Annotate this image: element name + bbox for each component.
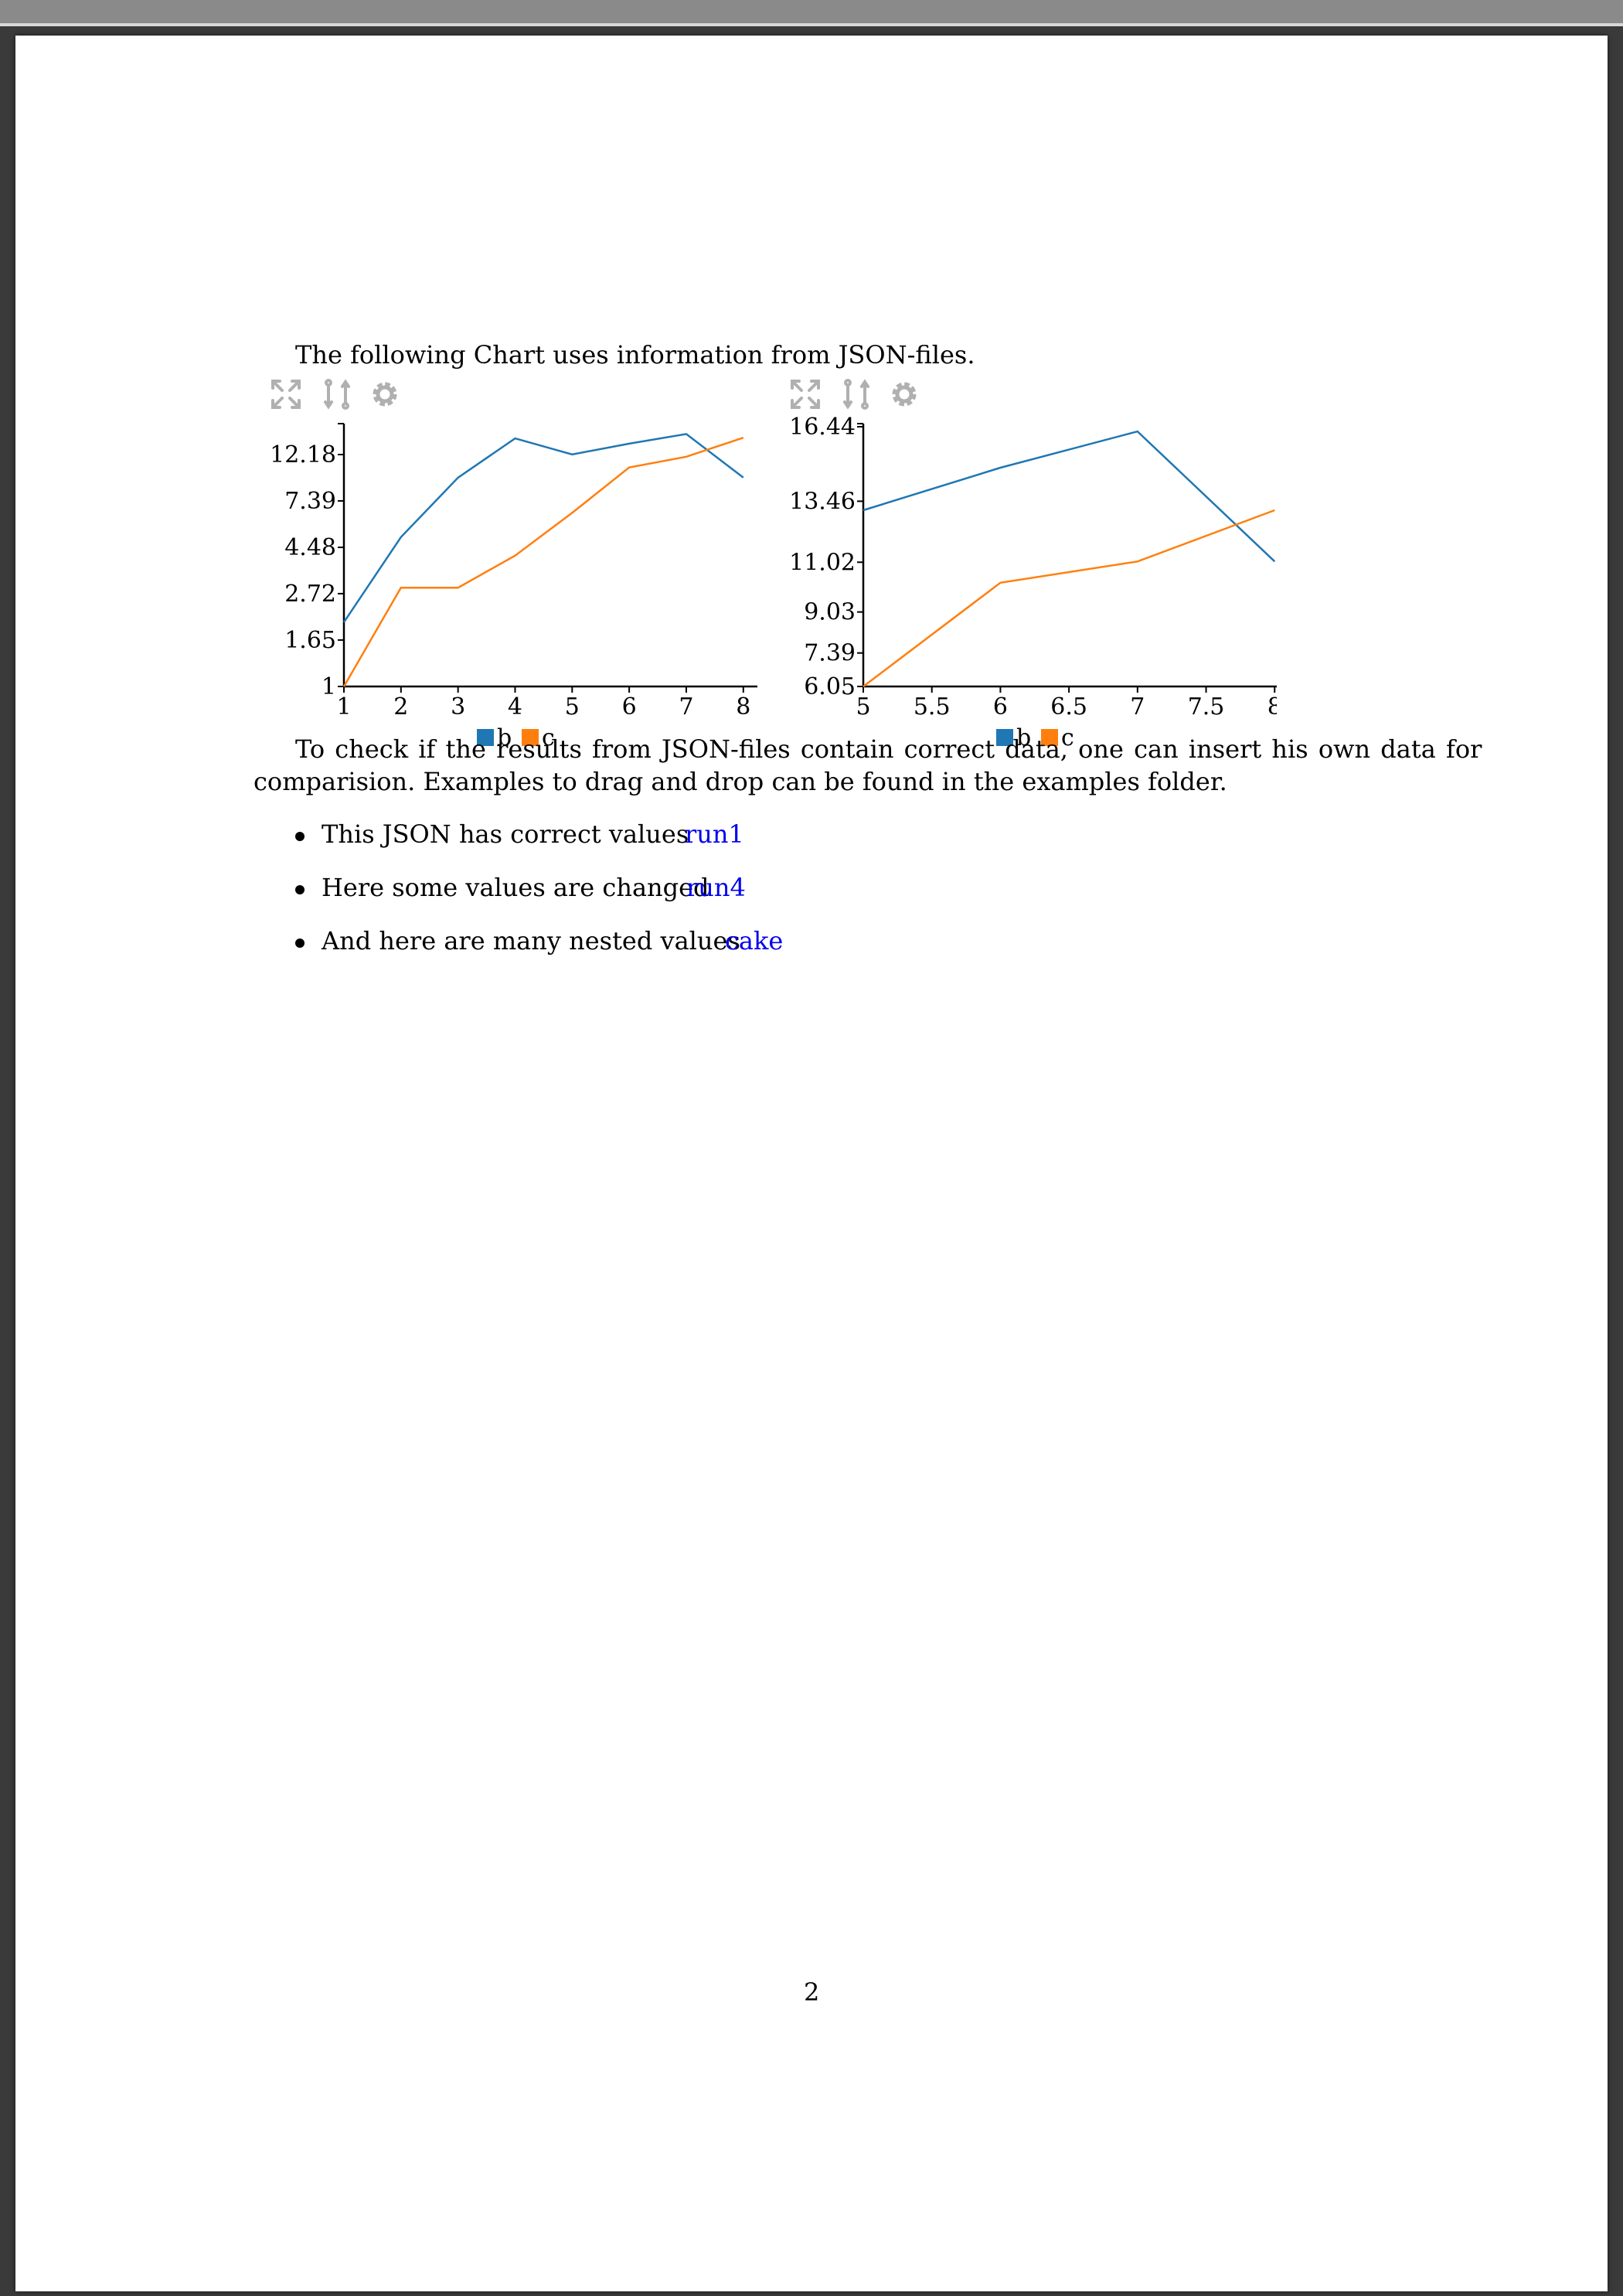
y-tick-label: 7.39 <box>284 488 336 515</box>
legend-swatch-b <box>996 729 1013 746</box>
legend-swatch-c <box>522 729 539 746</box>
x-tick-label: 8 <box>736 693 750 720</box>
x-tick-label: 6.5 <box>1050 693 1087 720</box>
chart-right: 5 5.5 6 6.5 7 7.5 8 6.05 7.39 9.03 11.02 13.46 16.44… <box>767 376 1277 762</box>
legend-label-b: b <box>497 724 512 751</box>
expand-icon[interactable] <box>791 380 820 409</box>
document-page: The following Chart uses information fro… <box>15 36 1608 2291</box>
legend-swatch-c <box>1041 729 1058 746</box>
chart-left: 1 2 3 4 5 6 7 8 1 1.65 2.72 4.48 7.39 12.18 b c <box>247 376 757 762</box>
legend-label-b: b <box>1016 724 1031 751</box>
page-number: 2 <box>804 1977 820 2007</box>
legend-label-c: c <box>542 724 555 751</box>
gear-icon[interactable] <box>892 382 917 407</box>
x-tick-label: 6 <box>622 693 637 720</box>
y-tick-label: 16.44 <box>789 414 856 441</box>
y-tick-label: 4.48 <box>284 534 336 561</box>
paragraph-line-1: To check if the results from JSON-files … <box>295 734 1482 764</box>
legend-swatch-b <box>477 729 494 746</box>
list-item-text: Here some values are changed <box>322 873 709 902</box>
x-tick-label: 7 <box>1130 693 1145 720</box>
x-tick-label: 2 <box>393 693 408 720</box>
viewer-top-bar-divider <box>0 23 1623 26</box>
y-tick-label: 9.03 <box>804 599 856 626</box>
paragraph-line-2: comparision. Examples to drag and drop c… <box>253 767 1227 796</box>
x-tick-label: 4 <box>508 693 522 720</box>
x-tick-label: 3 <box>451 693 465 720</box>
series-line-b <box>342 433 744 623</box>
bullet-icon <box>295 885 305 894</box>
y-tick-label: 1 <box>322 673 336 700</box>
expand-icon[interactable] <box>271 380 301 409</box>
cake-link[interactable]: cake <box>725 926 784 956</box>
x-tick-label: 5 <box>856 693 870 720</box>
y-tick-label: 11.02 <box>789 549 856 576</box>
chart-svg: 1 2 3 4 5 6 7 8 1 1.65 2.72 4.48 7.39 12.18 b c <box>270 379 757 751</box>
y-tick-label: 13.46 <box>789 488 856 515</box>
run4-link[interactable]: run4 <box>686 873 746 902</box>
x-tick-label: 5.5 <box>914 693 951 720</box>
x-tick-label: 5 <box>565 693 580 720</box>
x-tick-label: 7.5 <box>1188 693 1225 720</box>
series-line-b <box>863 430 1276 563</box>
intro-text: The following Chart uses information fro… <box>295 340 975 370</box>
series-line-c <box>863 509 1275 687</box>
y-tick-label: 6.05 <box>804 673 856 700</box>
compare-icon[interactable] <box>843 379 869 410</box>
compare-icon[interactable] <box>324 379 350 410</box>
x-tick-label: 8 <box>1267 693 1277 720</box>
bullet-icon <box>295 832 305 841</box>
y-tick-label: 2.72 <box>284 581 336 608</box>
legend-label-c: c <box>1061 724 1074 751</box>
y-tick-label: 1.65 <box>284 627 336 654</box>
bullet-icon <box>295 938 305 948</box>
gear-icon[interactable] <box>373 382 397 407</box>
y-tick-label: 7.39 <box>804 640 856 667</box>
run1-link[interactable]: run1 <box>685 819 744 849</box>
list-item-text: This JSON has correct values <box>322 819 689 849</box>
x-tick-label: 6 <box>993 693 1008 720</box>
x-tick-label: 7 <box>679 693 693 720</box>
y-tick-label: 12.18 <box>270 441 336 468</box>
series-line-c <box>342 437 744 687</box>
list-item-text: And here are many nested values <box>322 926 740 956</box>
x-tick-label: 1 <box>336 693 351 720</box>
viewer-top-bar <box>0 0 1623 23</box>
chart-svg: 5 5.5 6 6.5 7 7.5 8 6.05 7.39 9.03 11.02 13.46 16.44… <box>789 379 1277 751</box>
